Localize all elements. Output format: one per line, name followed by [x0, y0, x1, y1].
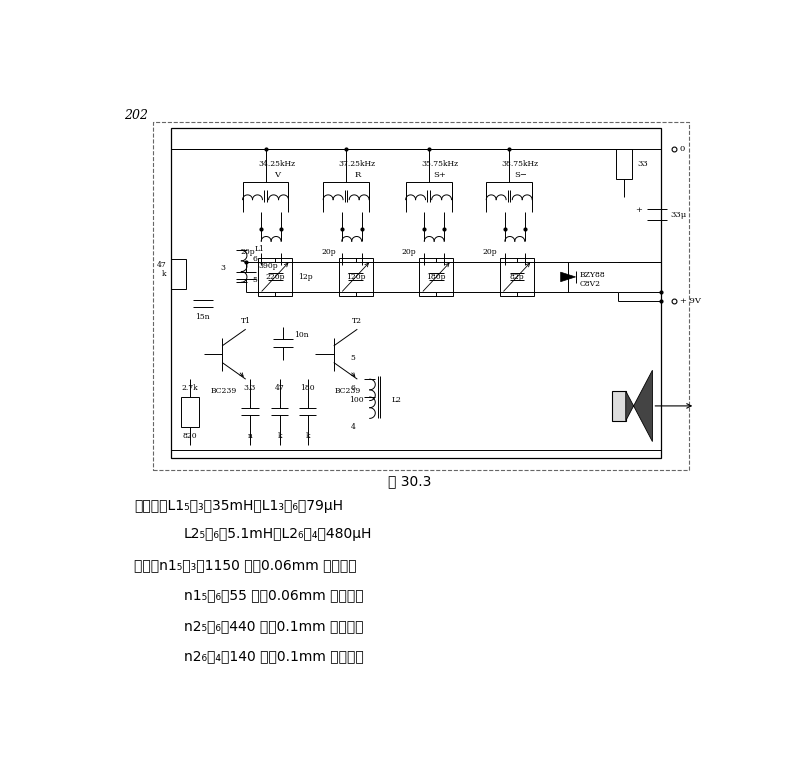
Text: 10n: 10n: [294, 330, 309, 339]
Text: BZY88: BZY88: [579, 270, 605, 279]
Bar: [612, 391, 626, 421]
Text: 20p: 20p: [482, 248, 497, 256]
Text: R: R: [354, 171, 361, 178]
Text: BC239: BC239: [335, 387, 361, 395]
Text: BC239: BC239: [211, 387, 237, 395]
Text: 2.7k: 2.7k: [182, 384, 198, 392]
Bar: [258, 258, 292, 296]
Text: 匝数：n1₅～₃＝1150 匝，0.06mm 铜漆包线: 匝数：n1₅～₃＝1150 匝，0.06mm 铜漆包线: [134, 558, 357, 572]
Bar: [419, 258, 454, 296]
Bar: [171, 259, 186, 289]
Text: k: k: [278, 432, 282, 439]
Text: 0: 0: [680, 145, 685, 153]
Polygon shape: [561, 273, 575, 282]
Text: 202: 202: [123, 110, 147, 122]
Bar: [500, 258, 534, 296]
Text: C8V2: C8V2: [579, 280, 600, 288]
Bar: [182, 397, 198, 427]
Text: n2₆～₄＝140 匝，0.1mm 铜漆包线: n2₆～₄＝140 匝，0.1mm 铜漆包线: [184, 649, 363, 663]
Text: n: n: [248, 432, 253, 439]
Text: n1₅～₆＝55 匝，0.06mm 铜漆包线: n1₅～₆＝55 匝，0.06mm 铜漆包线: [184, 588, 363, 602]
Text: 20p: 20p: [321, 248, 336, 256]
Text: k: k: [306, 432, 310, 439]
Text: 15n: 15n: [196, 313, 210, 320]
Bar: [338, 258, 373, 296]
Text: 100: 100: [349, 396, 363, 404]
Text: 4: 4: [350, 423, 355, 431]
Text: S−: S−: [514, 171, 526, 178]
Text: 20p: 20p: [402, 248, 416, 256]
Bar: [153, 122, 689, 470]
Polygon shape: [626, 371, 653, 442]
Text: 5: 5: [253, 276, 258, 284]
Bar: [171, 128, 661, 459]
Text: 37.25kHz: 37.25kHz: [338, 160, 376, 168]
Text: +: +: [636, 206, 642, 214]
Text: 6: 6: [350, 384, 355, 392]
Text: 33μ: 33μ: [670, 211, 686, 218]
Text: 12p: 12p: [298, 273, 313, 281]
Text: 3.3: 3.3: [244, 384, 256, 392]
Text: L1: L1: [255, 245, 265, 253]
Text: T1: T1: [241, 317, 250, 326]
Text: 820: 820: [182, 432, 198, 439]
Text: 3: 3: [221, 264, 226, 272]
Text: 6: 6: [253, 255, 258, 263]
Text: 20p: 20p: [240, 248, 255, 256]
Text: 35.75kHz: 35.75kHz: [421, 160, 458, 168]
Text: 38.75kHz: 38.75kHz: [502, 160, 539, 168]
Text: 390p: 390p: [258, 262, 278, 270]
Text: S+: S+: [434, 171, 446, 178]
Text: L2: L2: [391, 396, 402, 404]
Text: T2: T2: [352, 317, 362, 326]
Text: 电感量：L1₅～₃＝35mH，L1₃～₆＝79μH: 电感量：L1₅～₃＝35mH，L1₃～₆＝79μH: [134, 499, 343, 513]
Text: 34.25kHz: 34.25kHz: [258, 160, 295, 168]
Text: 47: 47: [275, 384, 285, 392]
Text: 220p: 220p: [266, 273, 285, 281]
Text: n2₅～₆＝440 匝，0.1mm 铜漆包线: n2₅～₆＝440 匝，0.1mm 铜漆包线: [184, 619, 363, 633]
Text: + 9V: + 9V: [680, 296, 701, 305]
Text: 47: 47: [157, 261, 166, 269]
Text: 33: 33: [638, 160, 648, 168]
Text: 180p: 180p: [426, 273, 446, 281]
Text: V: V: [274, 171, 280, 178]
Text: k: k: [162, 270, 166, 278]
Text: 180: 180: [300, 384, 315, 392]
Text: L2₅～₆＝5.1mH，L2₆～₄＝480μH: L2₅～₆＝5.1mH，L2₆～₄＝480μH: [184, 527, 372, 540]
Bar: [616, 149, 632, 179]
Text: 82p: 82p: [510, 273, 524, 281]
Text: 120p: 120p: [346, 273, 366, 281]
Text: 图 30.3: 图 30.3: [388, 474, 432, 488]
Text: 5: 5: [350, 354, 355, 362]
